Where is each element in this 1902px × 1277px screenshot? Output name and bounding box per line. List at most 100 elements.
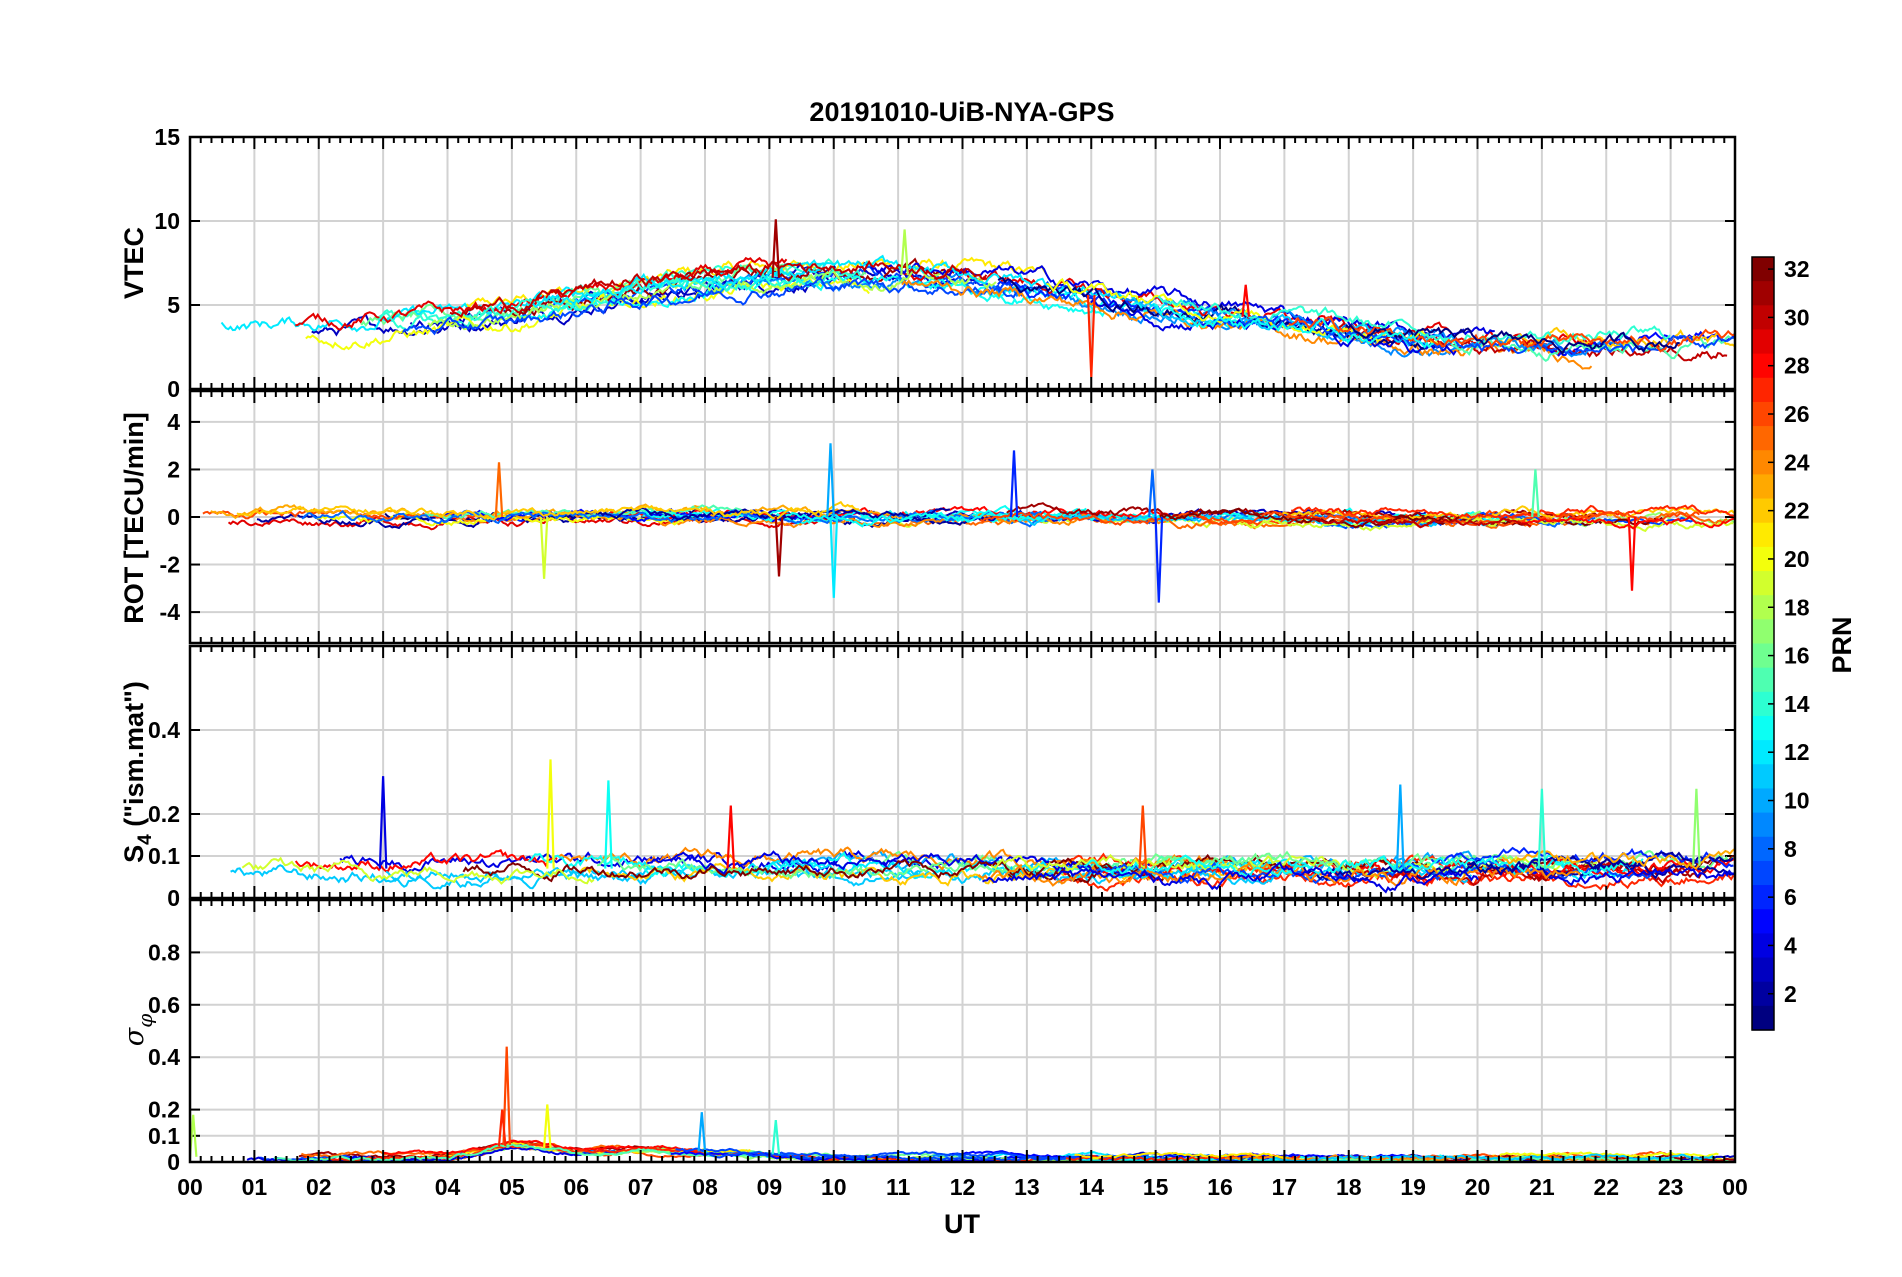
x-tick-label: 20: [1465, 1174, 1491, 1200]
x-tick-label: 13: [1014, 1174, 1040, 1200]
series-line-prn-2: [1467, 851, 1734, 876]
series-line-prn-4: [982, 860, 1479, 894]
panel-vtec-ytick-label: 15: [154, 124, 180, 150]
spike-prn-19: [539, 516, 549, 579]
colorbar-segment-28: [1752, 353, 1774, 379]
x-tick-label: 05: [499, 1174, 525, 1200]
y-axis-label-s4-unit: ("ism.mat"): [119, 681, 149, 834]
colorbar-segment-18: [1752, 595, 1774, 620]
panel-sigma_phi-ytick-label: 0.1: [148, 1123, 180, 1149]
panel-s4: 0 0.1 0.2 0.4: [148, 644, 1737, 911]
panel-s4-ytick-label: 0.2: [148, 801, 180, 827]
colorbar-tick-label: 26: [1784, 401, 1810, 427]
spike-prn-10: [697, 1112, 707, 1152]
panel-rot-ytick-label: -4: [160, 599, 181, 625]
x-tick-label: 01: [242, 1174, 268, 1200]
series-line-prn-19: [241, 856, 595, 885]
series-line-prn-28: [1519, 515, 1735, 530]
series-line-prn-32: [1159, 507, 1460, 529]
colorbar-segment-10: [1752, 788, 1774, 814]
spike-prn-28: [1241, 284, 1251, 317]
colorbar-segment-30: [1752, 305, 1774, 331]
spike-prn-26: [502, 1046, 511, 1145]
colorbar-segment-20: [1752, 546, 1774, 572]
series-line-prn-28: [294, 849, 558, 873]
x-axis-label: UT: [944, 1209, 980, 1239]
x-tick-label: 10: [821, 1174, 847, 1200]
y-axis-label-sigma-phi: σφ: [119, 1014, 157, 1046]
panel-rot-ytick-label: 0: [167, 504, 180, 530]
spike-prn-28: [1627, 516, 1637, 591]
colorbar-segment-27: [1752, 377, 1774, 403]
spike-prn-28: [726, 805, 736, 869]
panel-sigma_phi-series: [190, 1046, 1735, 1162]
colorbar-segment-13: [1752, 715, 1774, 741]
colorbar-tick-label: 8: [1784, 836, 1797, 862]
spike-prn-14: [1537, 788, 1547, 869]
colorbar-segment-17: [1752, 619, 1774, 645]
x-tick-label: 00: [1722, 1174, 1748, 1200]
colorbar-segment-22: [1752, 498, 1774, 524]
y-axis-label-sigma: σ: [119, 1026, 150, 1046]
colorbar-segment-8: [1752, 836, 1774, 862]
panel-s4-ytick-label: 0.4: [148, 717, 180, 743]
x-tick-label: 21: [1529, 1174, 1555, 1200]
colorbar-segment-12: [1752, 740, 1774, 765]
series-line-prn-4: [246, 1146, 624, 1162]
colorbar-tick-label: 24: [1784, 449, 1810, 475]
series-line-prn-4: [1090, 298, 1457, 356]
panel-sigma_phi-ytick-label: 0.4: [148, 1044, 180, 1070]
colorbar-segment-19: [1752, 571, 1774, 596]
colorbar-segment-11: [1752, 764, 1774, 790]
spike-prn-6: [1009, 450, 1019, 518]
series-line-prn-30: [449, 259, 988, 319]
panel-vtec-ytick-label: 10: [154, 208, 180, 234]
spike-prn-27: [497, 1109, 507, 1147]
spike-prn-12: [829, 516, 839, 598]
x-tick-label: 15: [1143, 1174, 1169, 1200]
panel-vtec-frame: [188, 135, 1737, 391]
colorbar-segment-5: [1752, 909, 1774, 934]
colorbar-tick-label: 2: [1784, 981, 1797, 1007]
series-line-prn-30: [1287, 514, 1532, 529]
panel-s4-frame: [188, 644, 1737, 900]
series-line-prn-14: [377, 267, 861, 332]
colorbar-segment-7: [1752, 860, 1774, 886]
y-axis-label-s4-subscript: 4: [135, 834, 156, 845]
series-line-prn-13: [1083, 854, 1644, 879]
series-line-prn-26: [1288, 316, 1735, 353]
x-tick-label: 03: [370, 1174, 396, 1200]
panel-rot-series: [202, 443, 1735, 603]
panel-rot-frame: [188, 389, 1737, 645]
colorbar-tick-label: 6: [1784, 884, 1797, 910]
y-axis-label-s4: S4 ("ism.mat"): [119, 681, 156, 863]
panel-rot: -4 -2 0 2 4: [160, 389, 1737, 645]
series-line-prn-12: [523, 254, 1138, 311]
series-line-prn-1: [1345, 324, 1680, 356]
panel-vtec: 0 5 10 15: [154, 124, 1737, 402]
panel-vtec-ytick-label: 5: [167, 292, 180, 318]
series-line-prn-16: [1155, 850, 1734, 871]
colorbar-segment-15: [1752, 667, 1774, 693]
panel-rot-ytick-label: 2: [167, 456, 180, 482]
colorbar-segment-31: [1752, 281, 1774, 306]
colorbar-tick-label: 28: [1784, 353, 1810, 379]
x-tick-label: 14: [1078, 1174, 1104, 1200]
spike-prn-8: [1148, 469, 1157, 518]
spike-prn-18: [900, 229, 909, 276]
colorbar-tick-label: 12: [1784, 739, 1810, 765]
y-axis-label-s4-symbol: S: [119, 845, 149, 863]
series-line-prn-30: [1351, 861, 1700, 887]
panel-s4-ytick-label: 0: [167, 885, 180, 911]
spike-prn-10: [826, 443, 835, 518]
series-line-prn-21: [1074, 1151, 1287, 1160]
colorbar-segment-9: [1752, 812, 1774, 838]
x-tick-label: 09: [757, 1174, 783, 1200]
chart-title: 20191010-UiB-NYA-GPS: [809, 97, 1114, 127]
panel-sigma_phi: 00.10.2 0.4 0.6 0.8: [148, 898, 1737, 1175]
colorbar-tick-label: 16: [1784, 643, 1810, 669]
colorbar-segment-1: [1752, 1005, 1774, 1031]
colorbar-segment-25: [1752, 426, 1774, 451]
